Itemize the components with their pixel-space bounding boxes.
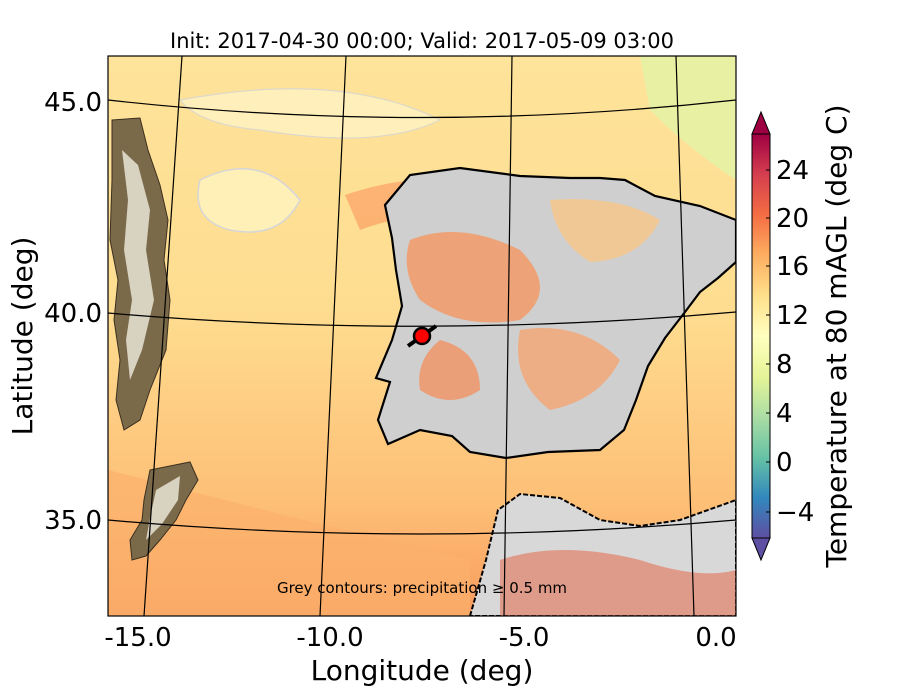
land-hot-patch (419, 340, 480, 400)
colorbar-tick-label: 8 (776, 350, 793, 380)
location-marker (412, 326, 432, 346)
x-tick-label: -15.0 (104, 623, 171, 653)
precip-annotation: Grey contours: precipitation ≥ 0.5 mm (277, 579, 567, 597)
colorbar-tick-label: 0 (776, 448, 793, 478)
map-panel (108, 56, 736, 616)
sea-pale-patch (197, 168, 301, 233)
plot-title: Init: 2017-04-30 00:00; Valid: 2017-05-0… (170, 29, 674, 53)
colorbar-top-arrow (751, 110, 771, 135)
y-tick-label: 35.0 (44, 506, 102, 536)
land-hot-patch (406, 232, 540, 323)
colorbar-tick-label: −4 (776, 498, 814, 528)
x-axis-label: Longitude (deg) (311, 654, 534, 687)
colorbar-label: Temperature at 80 mAGL (deg C) (820, 104, 853, 568)
land-warm-patch (550, 199, 660, 262)
colorbar-tick-label: 24 (776, 156, 809, 186)
y-tick-label: 45.0 (44, 88, 102, 118)
terrain-strip-highlight (122, 150, 154, 380)
africa-hot-patch (500, 550, 736, 616)
y-axis-label: Latitude (deg) (6, 237, 39, 436)
sea-pale-patch (178, 88, 442, 139)
sea-cool-corner (640, 56, 736, 180)
sea-warm-band (108, 470, 470, 616)
x-tick-label: -10.0 (296, 623, 363, 653)
colorbar-tick-label: 4 (776, 399, 793, 429)
colorbar-bottom-arrow (751, 537, 771, 562)
x-tick-label: 0.0 (695, 623, 736, 653)
colorbar-tick-label: 12 (776, 301, 809, 331)
graticule (108, 56, 736, 616)
plot-frame (107, 55, 737, 617)
colorbar-tick-label: 16 (776, 252, 809, 282)
colorbar-tick-label: 20 (776, 204, 809, 234)
land-hot-patch (518, 328, 620, 410)
y-tick-label: 40.0 (44, 299, 102, 329)
x-tick-label: -5.0 (499, 623, 550, 653)
colorbar: 24 20 16 12 8 4 0 −4 Temperature at 80 m… (751, 104, 853, 569)
colorbar-scale (751, 133, 771, 539)
